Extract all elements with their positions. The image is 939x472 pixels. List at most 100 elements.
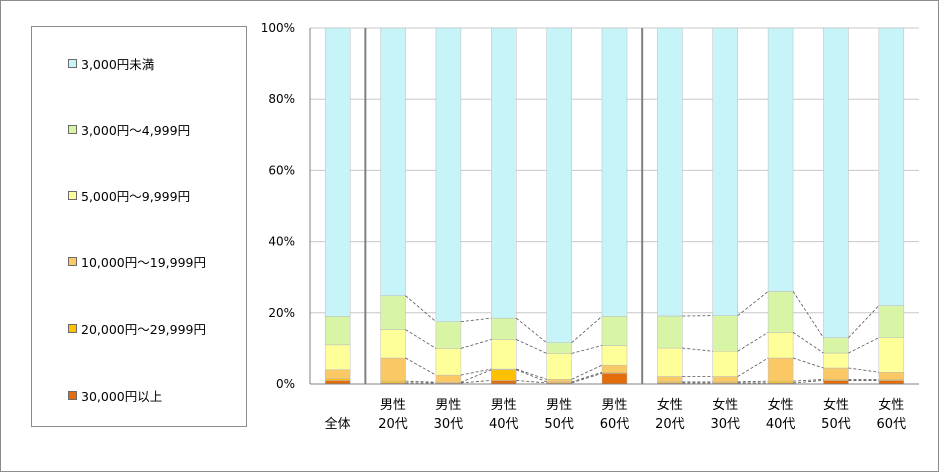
x-tick-label: 50代 [821,417,851,432]
series-line [405,380,436,383]
x-tick-label: 男性 [435,398,461,413]
bar-segment [601,316,628,346]
x-tick-label: 女性 [878,397,904,413]
bar-segment [878,27,905,306]
bar-segment [767,357,794,382]
legend-swatch [68,256,77,266]
series-line [793,380,824,384]
bar-segment [546,27,572,343]
x-tick-label: 40代 [489,417,519,432]
bar-segment [767,291,794,333]
bar-segment [878,305,905,338]
series-line [571,371,603,383]
x-tick-label: 男性 [380,398,406,413]
bar-segment [435,348,462,376]
x-tick-label: 30代 [434,417,464,432]
x-tick-label: 20代 [655,417,685,432]
series-line [848,367,879,373]
bar-segment [767,380,794,384]
legend-item: 3,000円～4,999円 [68,120,190,138]
bar-segment [324,344,351,371]
x-tick-label: 男性 [601,398,627,413]
bar-segment [878,337,905,373]
bar-segment [601,27,628,317]
series-line [460,368,492,376]
bar-segment [657,347,683,377]
bar-segment [324,27,351,317]
series-line [460,380,492,384]
bar-segment [491,317,517,340]
bar-segment [491,339,517,370]
x-tick-label: 50代 [544,417,574,432]
series-line [460,339,492,349]
bar-segment [380,329,406,359]
series-line [571,345,603,354]
bar-segment [712,376,738,383]
series-line [682,347,713,352]
bar-segment [491,369,517,381]
bar-segment [712,27,738,316]
series-line [792,357,824,369]
x-tick-label: 60代 [600,417,630,432]
legend-swatch [68,390,77,400]
x-tick-label: 男性 [546,398,572,413]
bar-segment [657,27,683,317]
series-line [848,337,879,354]
series-line [737,357,769,377]
legend-label: 20,000円～29,999円 [81,321,206,337]
bar-segment [601,345,628,366]
bar-segment [823,27,849,338]
bar-segment [712,315,738,352]
legend-item: 20,000円～29,999円 [68,319,206,337]
series-line [737,380,769,383]
x-tick-label: 40代 [766,417,796,432]
series-line [405,329,437,349]
y-tick-label: 40% [268,235,295,249]
legend-label: 3,000円～4,999円 [81,122,191,138]
bar-segment [435,27,462,322]
x-tick-label: 60代 [877,417,907,432]
x-tick-label: 男性 [491,398,517,413]
x-tick-label: 女性 [823,397,849,413]
series-line [516,339,547,354]
bar-segment [546,353,572,380]
x-tick-label: 女性 [712,397,738,413]
series-line [737,332,769,352]
bar-segment [823,352,849,369]
bar-segment [380,380,406,384]
bar-segment [435,321,462,349]
series-line [737,291,769,316]
bar-segment [491,27,517,319]
bar-segment [324,378,351,381]
bar-segment [601,364,628,373]
bar-segment [380,295,406,330]
series-line [793,378,824,382]
legend-item: 5,000円～9,999円 [68,186,190,204]
legend-swatch [68,58,77,68]
series-line [460,369,492,383]
y-tick-label: 20% [268,306,295,320]
bar-segment [712,350,738,377]
bar-segment [324,380,351,385]
bar-segment [823,337,849,354]
bar-segment [546,342,572,354]
bar-segment [823,380,849,385]
bar-segment [435,374,462,383]
y-tick-label: 80% [268,92,295,106]
legend-label: 10,000円～19,999円 [81,254,206,270]
bar-segment [546,379,572,383]
bar-segment [324,369,351,379]
legend-label: 3,000円未満 [81,56,155,72]
bar-segment [767,332,794,359]
bar-segment [657,376,683,383]
series-line [571,364,603,380]
legend-item: 3,000円未満 [68,54,154,72]
series-line [516,380,547,384]
x-tick-label: 20代 [378,417,408,432]
series-line [792,291,824,338]
bar-segment [878,372,905,380]
y-tick-label: 100% [261,21,295,35]
series-line [460,317,492,323]
y-tick-label: 0% [276,377,295,391]
